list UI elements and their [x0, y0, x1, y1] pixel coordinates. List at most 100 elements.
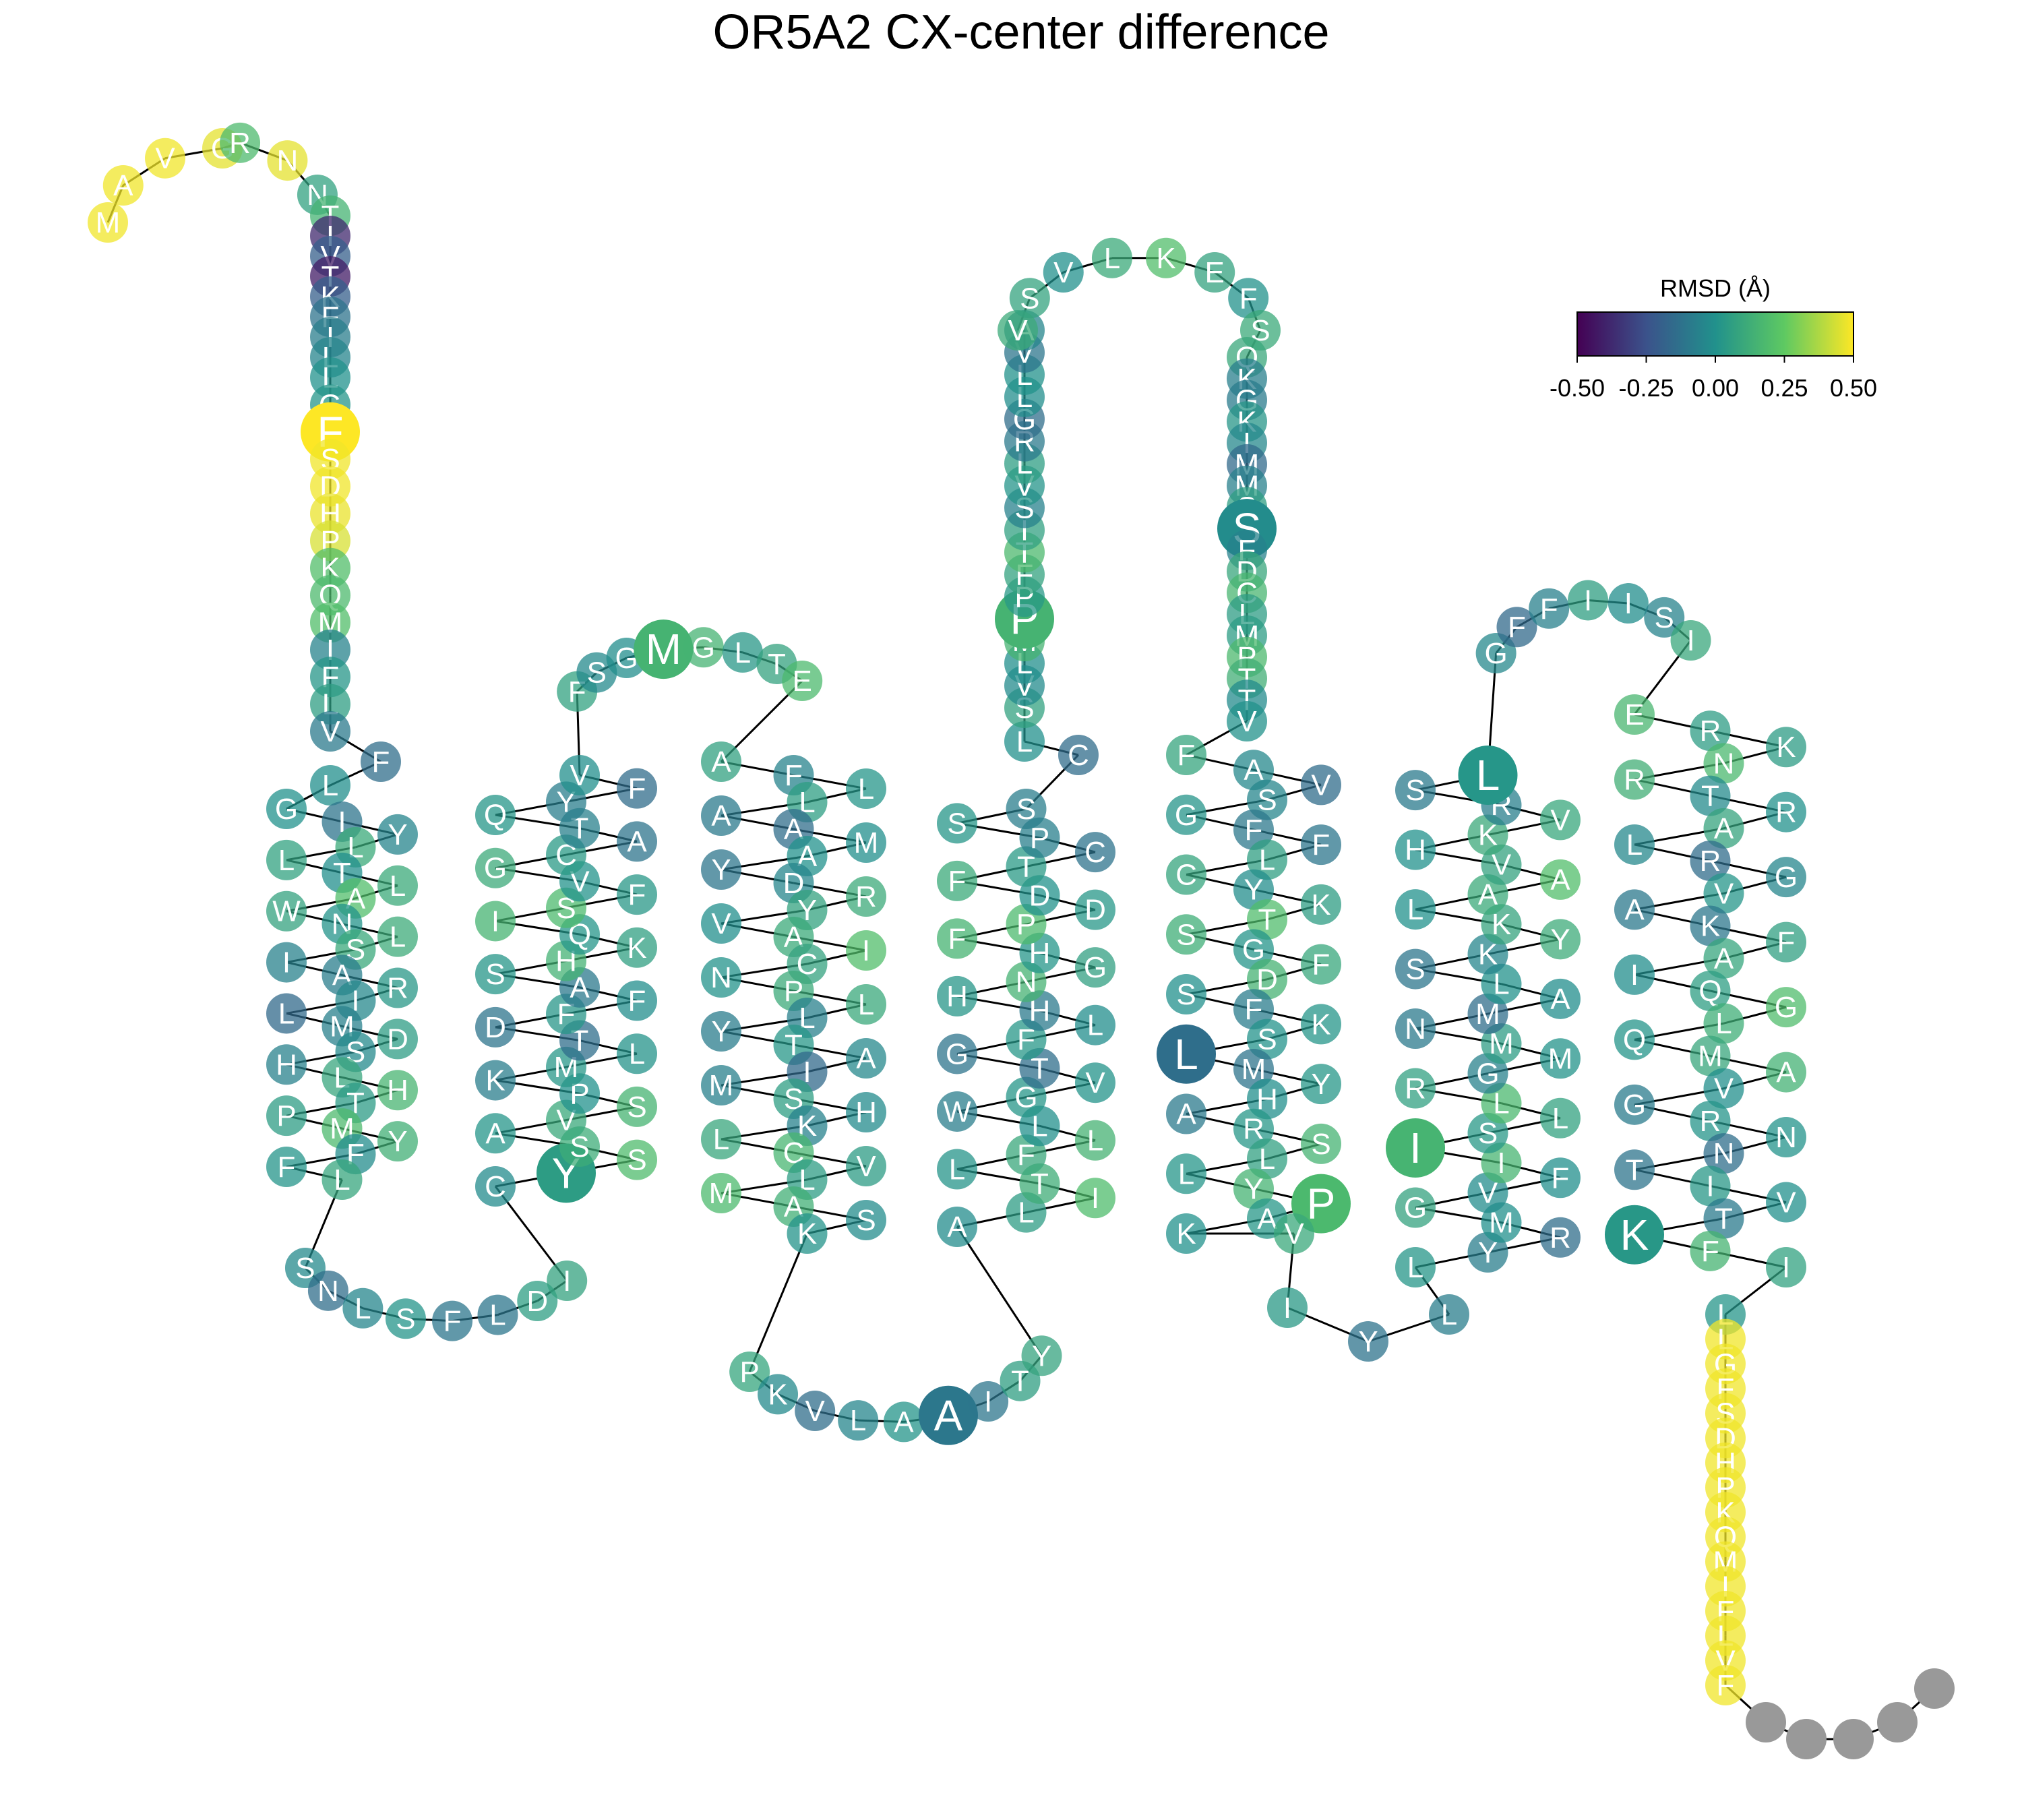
residue-circle	[1540, 1217, 1581, 1258]
residue-circle	[475, 1113, 516, 1154]
residue-circle	[1166, 794, 1206, 835]
residue-circle	[701, 903, 741, 944]
residue-label: K	[1776, 731, 1796, 764]
residue-circle	[846, 822, 886, 863]
residue-label: V	[856, 1150, 876, 1183]
residue-node: E	[782, 661, 823, 701]
residue-label: C	[1084, 836, 1106, 869]
residue-label: E	[1205, 256, 1225, 289]
residue-node: K	[1146, 237, 1187, 278]
residue-node: S	[846, 1200, 886, 1240]
residue-node: I	[475, 901, 516, 942]
residue-label: L	[1715, 1007, 1732, 1040]
residue-node: A	[1614, 889, 1655, 930]
residue-label: R	[1700, 1105, 1721, 1138]
residue-label: K	[1620, 1211, 1649, 1259]
residue-label: K	[485, 1064, 505, 1097]
residue-circle	[475, 1006, 516, 1048]
residue-circle	[617, 980, 657, 1021]
residue-node: K	[1301, 884, 1341, 925]
residue-circle	[1614, 694, 1655, 735]
residue-label: S	[627, 1144, 646, 1177]
residue-node: V	[795, 1391, 836, 1432]
residue-node: G	[937, 1033, 977, 1074]
residue-label: L	[1174, 1030, 1198, 1079]
residue-label: I	[1091, 1182, 1099, 1215]
residue-label: L	[1087, 1009, 1103, 1042]
residue-label: I	[1584, 584, 1592, 617]
residue-label: P	[276, 1099, 296, 1132]
residue-label: L	[278, 997, 295, 1030]
residue-circle	[846, 876, 886, 917]
unresolved-residue	[1877, 1702, 1918, 1742]
residue-node: C	[1166, 854, 1206, 895]
residue-circle	[310, 711, 350, 752]
residue-label: C	[1175, 859, 1197, 892]
residue-label: I	[862, 934, 870, 967]
residue-node: K	[617, 927, 657, 968]
residue-label: Y	[388, 1125, 407, 1158]
residue-node: Y	[377, 1121, 418, 1162]
residue-node: V	[1301, 764, 1341, 806]
residue-node: P	[266, 1095, 307, 1136]
residue-node: Y	[377, 814, 418, 855]
residue-circle	[1690, 971, 1731, 1011]
residue-circle	[1058, 735, 1099, 775]
residue-node: V	[1703, 873, 1744, 914]
residue-circle	[1540, 859, 1581, 900]
residue-node: M	[88, 202, 128, 243]
residue-circle	[617, 1139, 657, 1180]
residue-node: Y	[1540, 919, 1581, 960]
residue-node: E	[1614, 694, 1655, 735]
residue-label: V	[1714, 1072, 1734, 1105]
residue-node: G	[266, 789, 307, 829]
residue-label: A	[1776, 1056, 1796, 1089]
residue-circle	[475, 1166, 516, 1207]
residue-label: A	[113, 169, 133, 202]
residue-node: A	[475, 1113, 516, 1154]
residue-label: L	[735, 636, 751, 669]
residue-label: I	[282, 946, 290, 979]
residue-node: N	[307, 1270, 348, 1311]
residue-node: N	[1703, 1133, 1744, 1174]
residue-node: R	[1766, 791, 1806, 832]
residue-circle	[937, 918, 977, 959]
residue-node: G	[1166, 794, 1206, 835]
residue-label: G	[275, 793, 298, 826]
residue-circle	[846, 930, 886, 971]
residue-node: I	[1607, 583, 1649, 624]
residue-label: L	[1441, 1298, 1457, 1331]
residue-label: L	[1552, 1102, 1568, 1135]
residue-label: S	[1478, 1117, 1498, 1150]
residue-node: F	[1766, 921, 1806, 963]
residue-node: W	[937, 1091, 977, 1132]
residue-node: L	[617, 1033, 657, 1074]
residue-node: R	[1540, 1217, 1581, 1258]
residue-node: L	[838, 1400, 879, 1441]
residue-circle	[617, 1033, 657, 1074]
residue-node: L	[701, 1119, 741, 1159]
residue-node: I	[1614, 954, 1655, 995]
residue-node: T	[1703, 1198, 1744, 1239]
residue-circle	[266, 1044, 307, 1085]
residue-node: F	[1529, 588, 1570, 629]
residue-circle	[758, 1374, 799, 1415]
residue-circle	[1395, 1068, 1436, 1109]
residue-circle	[846, 984, 886, 1025]
residue-label: K	[1701, 910, 1720, 943]
residue-label: V	[1492, 849, 1512, 882]
residue-node: S	[617, 1139, 657, 1180]
residue-node: L	[266, 839, 307, 880]
residue-label: S	[947, 807, 967, 840]
residue-node: V	[1766, 1182, 1806, 1223]
residue-label: Q	[1698, 975, 1721, 1008]
residue-circle	[795, 1391, 836, 1432]
residue-label: F	[443, 1305, 462, 1338]
residue-label: N	[1775, 1121, 1797, 1154]
residue-circle	[1766, 1247, 1806, 1287]
residue-label: Y	[711, 1015, 731, 1048]
residue-node: R	[1395, 1068, 1436, 1109]
residue-label: F	[372, 746, 390, 779]
residue-node: L	[1540, 1097, 1581, 1139]
